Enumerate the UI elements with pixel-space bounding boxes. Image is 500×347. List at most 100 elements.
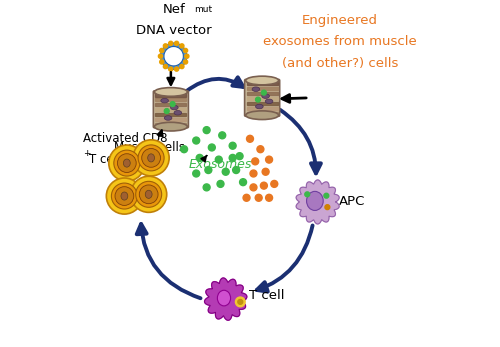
Circle shape xyxy=(324,193,329,198)
Bar xyxy=(246,92,278,95)
Circle shape xyxy=(138,145,164,171)
Circle shape xyxy=(185,54,189,58)
Circle shape xyxy=(262,168,269,175)
Ellipse shape xyxy=(148,154,154,162)
Text: Exosomes: Exosomes xyxy=(189,158,252,171)
Ellipse shape xyxy=(154,87,188,96)
Circle shape xyxy=(106,178,142,214)
Text: DNA vector: DNA vector xyxy=(136,24,212,37)
Circle shape xyxy=(236,153,243,160)
Circle shape xyxy=(203,184,210,191)
Ellipse shape xyxy=(306,192,323,210)
Circle shape xyxy=(222,168,229,175)
Bar xyxy=(156,98,186,101)
Circle shape xyxy=(271,180,278,187)
Circle shape xyxy=(216,156,222,163)
Bar xyxy=(156,118,186,121)
Circle shape xyxy=(133,140,169,176)
Text: exosomes from muscle: exosomes from muscle xyxy=(264,35,417,48)
Circle shape xyxy=(229,154,236,161)
Circle shape xyxy=(229,142,236,149)
Circle shape xyxy=(130,176,166,212)
Circle shape xyxy=(184,60,188,64)
Circle shape xyxy=(136,181,162,207)
Circle shape xyxy=(112,183,138,209)
Circle shape xyxy=(168,41,173,45)
Text: mut: mut xyxy=(194,5,212,14)
Circle shape xyxy=(262,90,266,95)
Bar xyxy=(246,107,278,110)
FancyArrowPatch shape xyxy=(136,224,200,298)
Circle shape xyxy=(160,60,164,64)
Circle shape xyxy=(109,145,145,181)
Circle shape xyxy=(236,297,245,307)
Bar xyxy=(156,123,186,126)
Circle shape xyxy=(238,299,242,304)
Circle shape xyxy=(203,127,210,134)
Circle shape xyxy=(208,144,216,151)
Ellipse shape xyxy=(161,98,168,103)
Circle shape xyxy=(196,154,203,161)
Bar xyxy=(246,87,278,90)
Ellipse shape xyxy=(262,94,270,99)
Circle shape xyxy=(184,49,188,53)
FancyArrowPatch shape xyxy=(257,226,312,292)
Circle shape xyxy=(174,67,178,71)
Circle shape xyxy=(115,187,134,205)
Circle shape xyxy=(305,192,310,197)
Ellipse shape xyxy=(218,290,230,306)
Circle shape xyxy=(250,170,257,177)
Text: (and other?) cells: (and other?) cells xyxy=(282,57,399,70)
Circle shape xyxy=(257,146,264,153)
Text: T cell: T cell xyxy=(250,289,285,302)
Text: +: + xyxy=(82,149,90,158)
Bar xyxy=(156,93,186,96)
Bar xyxy=(156,103,186,107)
FancyArrowPatch shape xyxy=(280,110,321,173)
Polygon shape xyxy=(296,180,339,224)
Circle shape xyxy=(180,65,184,69)
Circle shape xyxy=(164,44,168,48)
Bar xyxy=(246,82,278,85)
Ellipse shape xyxy=(266,99,273,104)
Ellipse shape xyxy=(246,76,278,85)
Ellipse shape xyxy=(154,122,188,131)
Circle shape xyxy=(205,167,212,174)
Circle shape xyxy=(240,179,246,186)
Circle shape xyxy=(250,184,257,191)
Ellipse shape xyxy=(174,110,182,115)
FancyBboxPatch shape xyxy=(244,79,280,116)
Circle shape xyxy=(192,137,200,144)
Text: Activated CD8: Activated CD8 xyxy=(82,132,167,145)
Circle shape xyxy=(246,135,254,142)
Ellipse shape xyxy=(246,111,278,120)
Bar xyxy=(246,97,278,100)
Ellipse shape xyxy=(164,116,172,120)
Circle shape xyxy=(266,194,272,201)
Circle shape xyxy=(160,49,164,53)
Bar xyxy=(246,102,278,105)
Circle shape xyxy=(180,44,184,48)
Polygon shape xyxy=(204,278,247,320)
Circle shape xyxy=(217,180,224,187)
Circle shape xyxy=(180,146,188,153)
Circle shape xyxy=(168,67,173,71)
Circle shape xyxy=(164,65,168,69)
Circle shape xyxy=(114,150,140,176)
Ellipse shape xyxy=(124,159,130,167)
Circle shape xyxy=(219,132,226,139)
FancyBboxPatch shape xyxy=(154,91,188,128)
Circle shape xyxy=(142,149,161,167)
Text: Engineered: Engineered xyxy=(302,14,378,27)
Ellipse shape xyxy=(252,87,260,92)
Circle shape xyxy=(174,41,178,45)
Ellipse shape xyxy=(145,190,152,198)
Circle shape xyxy=(252,158,258,165)
Circle shape xyxy=(256,97,260,102)
Circle shape xyxy=(192,170,200,177)
Bar xyxy=(156,108,186,111)
Circle shape xyxy=(170,102,175,107)
Circle shape xyxy=(266,156,272,163)
Ellipse shape xyxy=(170,105,178,110)
Text: Nef: Nef xyxy=(162,3,185,16)
